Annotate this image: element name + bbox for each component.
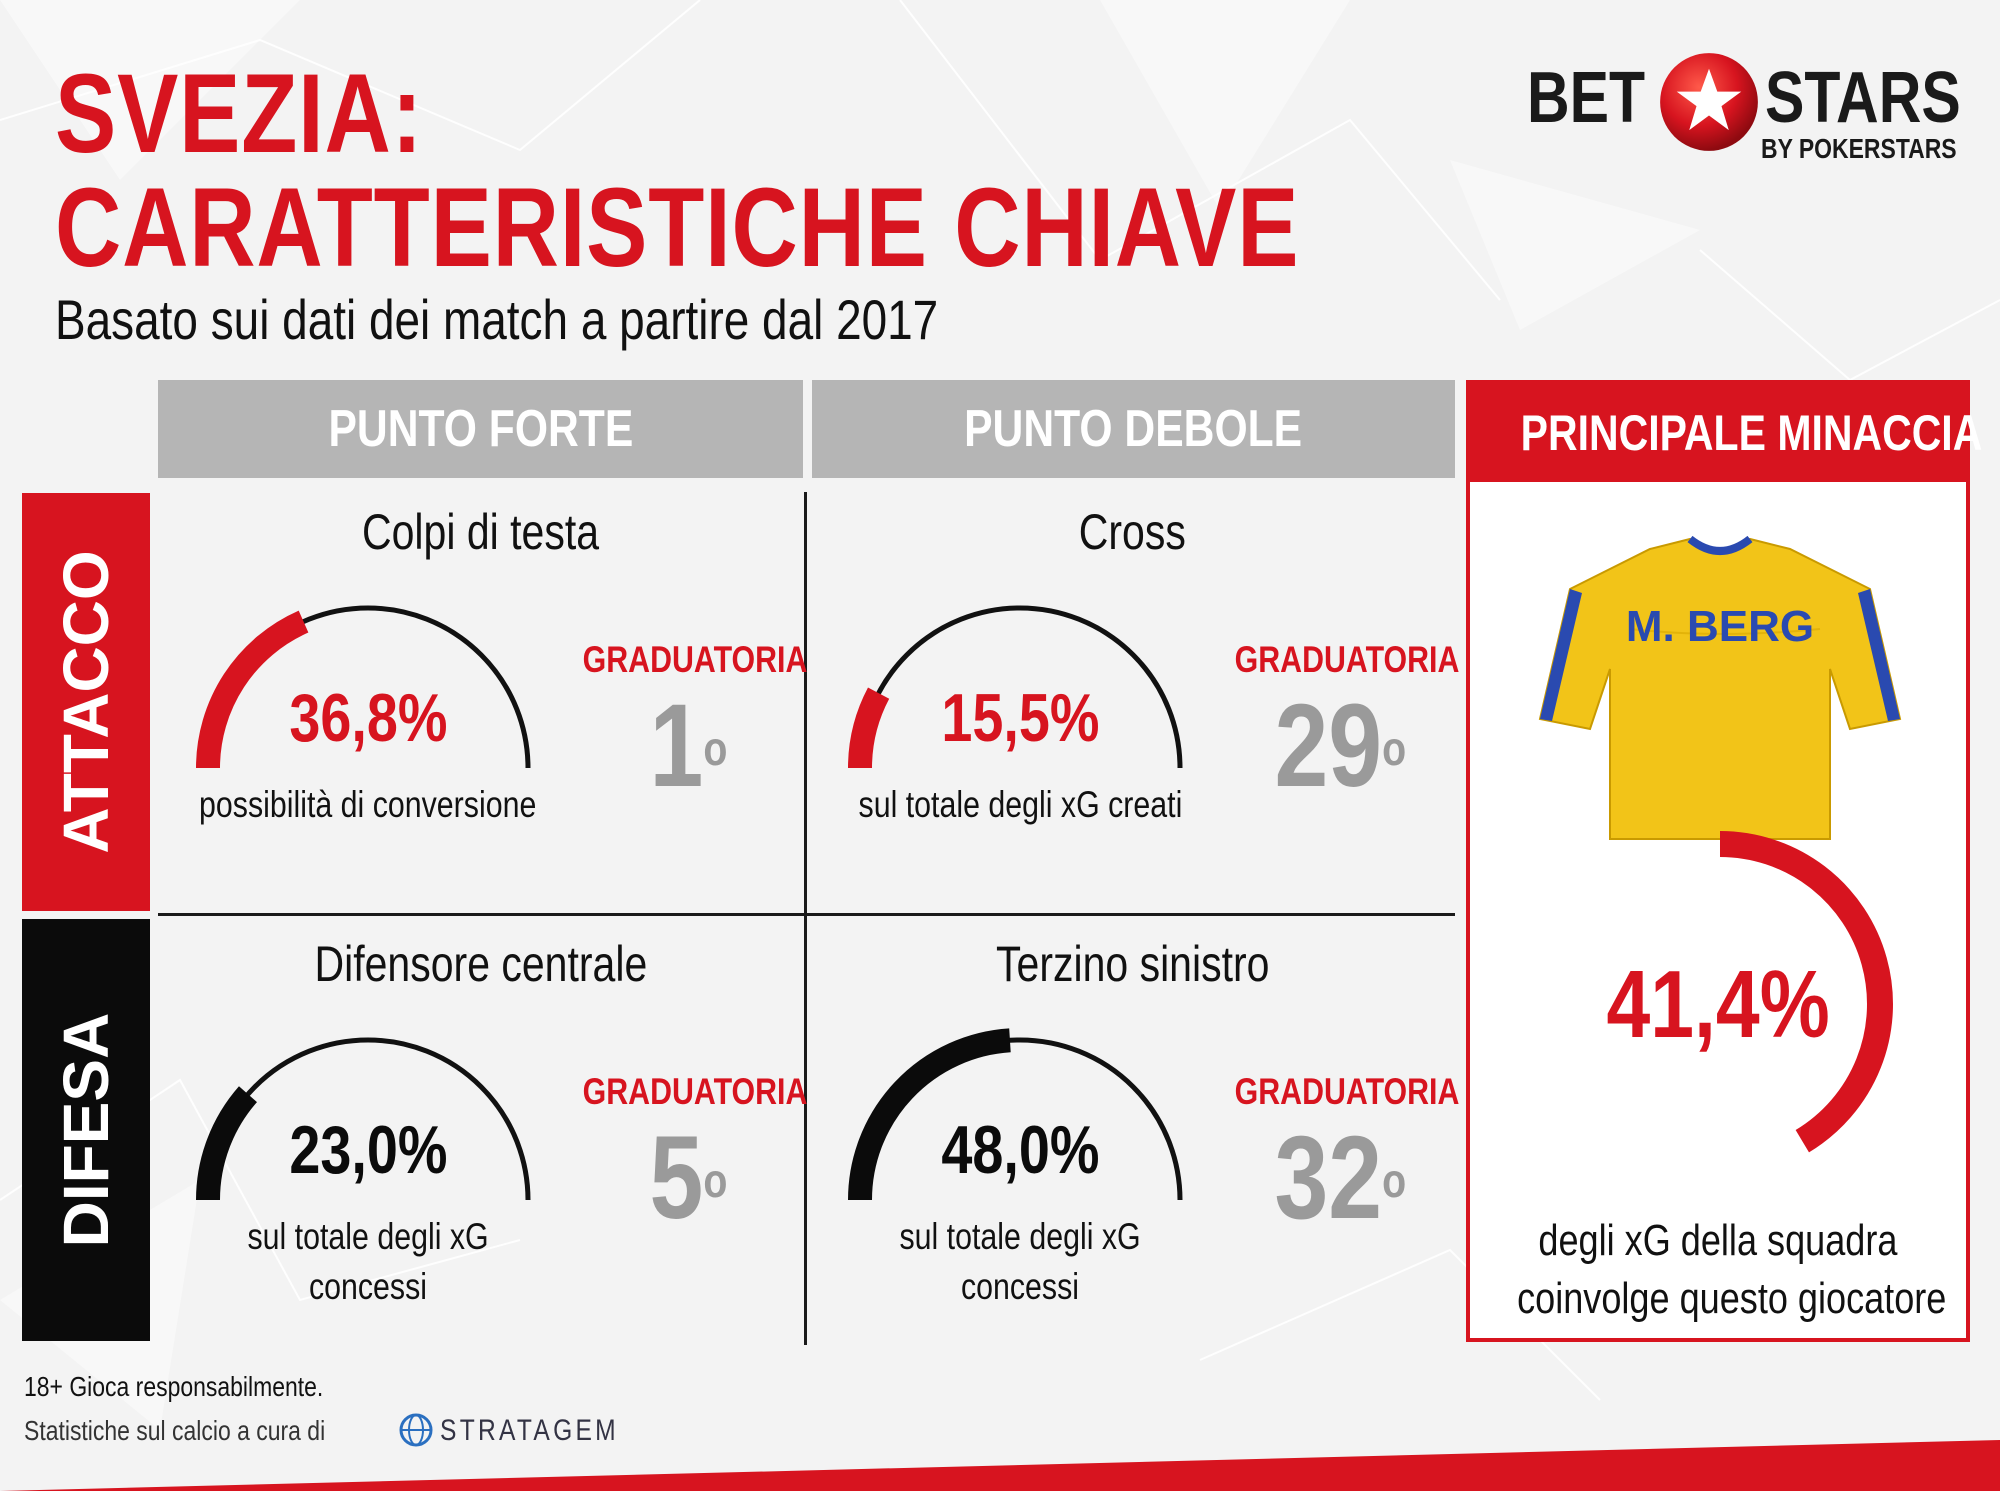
stat-cell-defense-strength: Difensore centrale 23,0% sul totale degl… [158,920,807,1340]
rank-label: GRADUATORIA [1234,639,1460,680]
threat-ring-fill [1719,831,1893,1153]
threat-ring-chart [1560,831,1893,1164]
rank-value: 32o [1274,1112,1406,1244]
gauge-caption: sul totale degli xG concessi [247,1216,489,1307]
stat-cell-defense-weakness: Terzino sinistro 48,0% sul totale degli … [810,920,1459,1340]
gauge-value: 48,0% [940,1112,1100,1188]
gauge-value: 15,5% [940,680,1100,756]
gauge-caption: possibilità di conversione [199,784,537,825]
grid-divider-vertical [804,492,807,1345]
star-ball-icon [1660,53,1758,151]
logo-text-bet: BET [1527,58,1646,138]
row-label-attack: ATTACCO [22,493,150,911]
stat-cell-attack-weakness: Cross 15,5% sul totale degli xG creati G… [810,488,1459,908]
jersey-player-name: M. BERG [1626,602,1814,651]
page-title-line2: CARATTERISTICHE CHIAVE [55,165,1300,290]
gauge-chart [848,605,1183,769]
gauge-fill [848,1028,1011,1201]
jersey-icon: M. BERG [1538,535,1902,840]
rank-label: GRADUATORIA [1234,1071,1460,1112]
threat-ring-background [1560,844,1880,1164]
gauge-caption: sul totale degli xG concessi [899,1216,1141,1307]
stat-cell-title: Difensore centrale [314,936,647,992]
stat-cell-title: Colpi di testa [361,504,600,560]
rank-label: GRADUATORIA [582,1071,808,1112]
betstars-logo: BET STARS BY POKERSTARS [1525,53,1961,168]
gauge-chart [848,1028,1183,1201]
threat-value: 41,4% [1606,951,1830,1058]
threat-caption: degli xG della squadra coinvolge questo g… [1517,1216,1947,1323]
gauge-chart [196,605,531,769]
row-label-defense: DIFESA [22,919,150,1341]
rank-value: 5o [649,1112,727,1244]
footer-red-band [0,1440,2000,1491]
gauge-chart [196,1037,531,1201]
rank-value: 29o [1274,680,1406,812]
gauge-caption: sul totale degli xG creati [858,784,1182,825]
main-threat-panel: PRINCIPALE MINACCIA M. BERG 41,4% degli … [1466,380,1982,1342]
logo-text-by-pokerstars: BY POKERSTARS [1761,133,1957,164]
gauge-fill [848,687,890,769]
footer-credit: Statistiche sul calcio a cura di [24,1415,326,1446]
stratagem-logo: STRATAGEM [398,1410,616,1452]
logo-text-stars: STARS [1765,58,1961,138]
gauge-value: 36,8% [288,680,448,756]
gauge-value: 23,0% [288,1112,448,1188]
gauge-fill [196,610,309,769]
row-label-attack-text: ATTACCO [50,550,122,854]
page-subtitle: Basato sui dati dei match a partire dal … [55,288,939,351]
row-label-defense-text: DIFESA [50,1012,122,1248]
stats-grid: Colpi di testa 36,8% possibilità di conv… [158,488,1459,1345]
globe-icon [399,1413,433,1447]
column-header-weakness: PUNTO DEBOLE [812,380,1455,478]
column-header-threat: PRINCIPALE MINACCIA [1470,384,1982,482]
rank-label: GRADUATORIA [582,639,808,680]
gauge-fill [196,1086,258,1201]
stat-cell-attack-strength: Colpi di testa 36,8% possibilità di conv… [158,488,807,908]
stat-cell-title: Terzino sinistro [995,936,1270,992]
grid-divider-horizontal [158,913,1455,916]
stat-cell-title: Cross [1078,504,1187,560]
page-title-line1: SVEZIA: [55,51,424,176]
footer-responsible: 18+ Gioca responsabilmente. [24,1371,324,1402]
rank-value: 1o [649,680,727,812]
stratagem-text: STRATAGEM [440,1414,619,1447]
column-header-strength: PUNTO FORTE [158,380,803,478]
